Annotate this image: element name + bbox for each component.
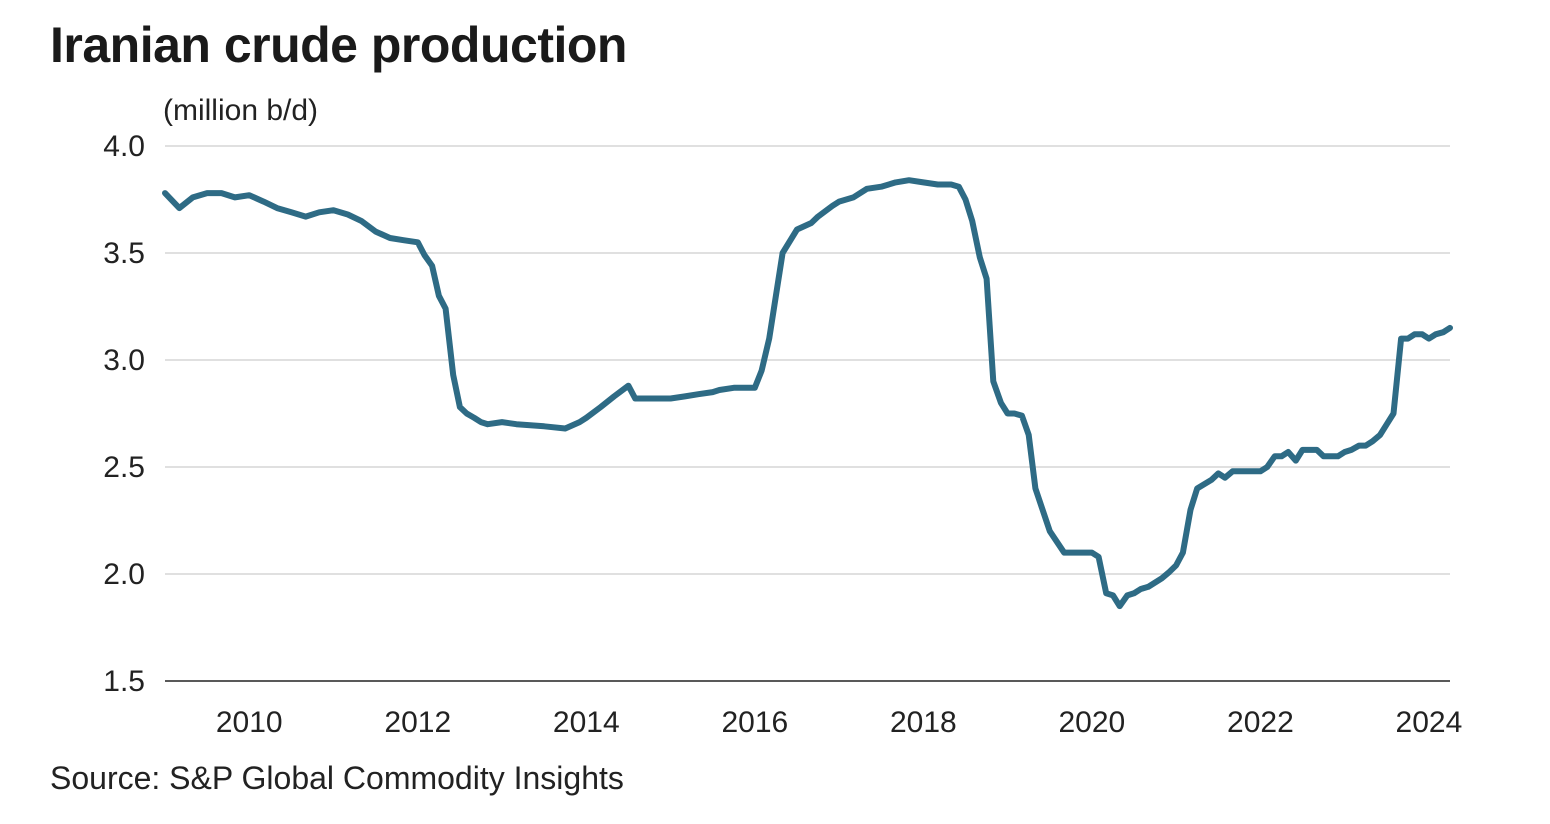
x-tick-label: 2010 bbox=[216, 706, 283, 739]
y-tick-label: 4.0 bbox=[103, 130, 145, 163]
x-tick-label: 2022 bbox=[1227, 706, 1294, 739]
x-tick-label: 2020 bbox=[1059, 706, 1126, 739]
y-axis-unit-label: (million b/d) bbox=[163, 94, 319, 127]
source-note: Source: S&P Global Commodity Insights bbox=[50, 760, 624, 796]
x-axis-ticks: 2010 2012 2014 2016 2018 2020 2022 2024 bbox=[216, 706, 1462, 739]
y-tick-label: 2.5 bbox=[103, 451, 145, 484]
series-line-iranian-crude-production bbox=[162, 177, 1453, 610]
x-tick-label: 2014 bbox=[553, 706, 620, 739]
chart-title: Iranian crude production bbox=[50, 17, 627, 73]
y-tick-label: 1.5 bbox=[103, 665, 145, 698]
x-tick-label: 2018 bbox=[890, 706, 957, 739]
y-tick-label: 3.5 bbox=[103, 237, 145, 270]
y-axis-ticks: 1.5 2.0 2.5 3.0 3.5 4.0 bbox=[103, 130, 145, 698]
x-tick-label: 2012 bbox=[384, 706, 451, 739]
x-tick-label: 2024 bbox=[1396, 706, 1463, 739]
y-tick-label: 2.0 bbox=[103, 558, 145, 591]
grid-lines bbox=[165, 145, 1450, 575]
y-tick-label: 3.0 bbox=[103, 344, 145, 377]
x-tick-label: 2016 bbox=[721, 706, 788, 739]
